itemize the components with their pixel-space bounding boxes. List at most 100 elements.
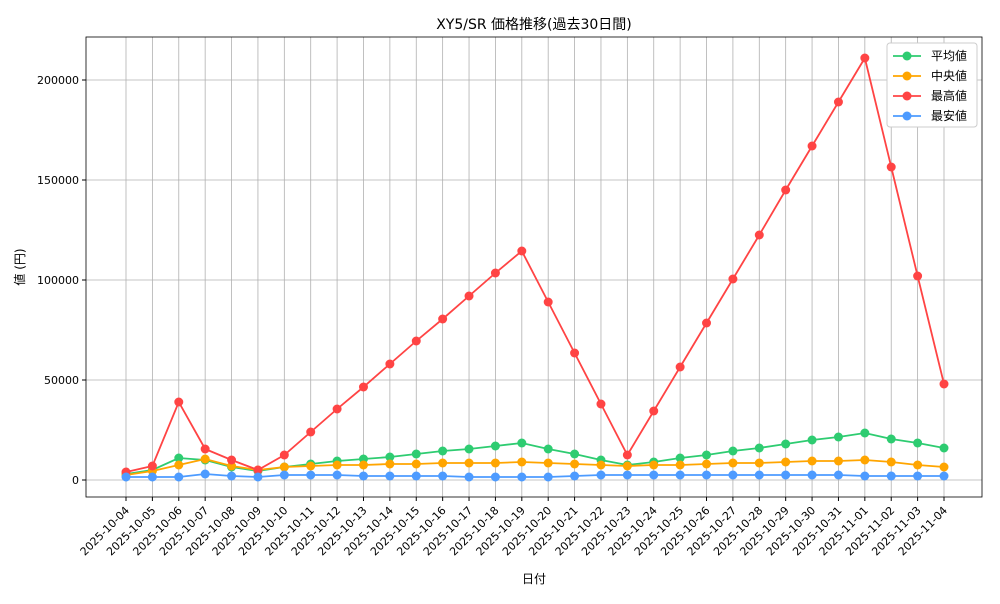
data-point (833, 97, 843, 107)
data-point (622, 450, 632, 460)
data-point (411, 459, 421, 469)
data-point (570, 471, 580, 481)
data-point (649, 470, 659, 480)
data-point (675, 460, 685, 470)
data-point (754, 230, 764, 240)
data-point (543, 458, 553, 468)
data-point (517, 246, 527, 256)
data-point (939, 462, 949, 472)
data-point (833, 456, 843, 466)
data-point (807, 470, 817, 480)
data-point (781, 470, 791, 480)
data-point (543, 297, 553, 307)
data-point (860, 471, 870, 481)
data-point (332, 470, 342, 480)
data-point (517, 438, 527, 448)
legend-marker (902, 71, 912, 81)
data-point (833, 432, 843, 442)
data-point (464, 291, 474, 301)
series-平均値 (121, 428, 949, 479)
data-point (807, 141, 817, 151)
data-point (781, 185, 791, 195)
data-point (147, 472, 157, 482)
legend-marker (902, 51, 912, 61)
data-point (490, 472, 500, 482)
data-point (860, 455, 870, 465)
plot-frame (85, 36, 983, 498)
data-point (174, 397, 184, 407)
data-point (332, 404, 342, 414)
data-point (279, 462, 289, 472)
data-point (358, 382, 368, 392)
data-point (464, 444, 474, 454)
data-point (728, 458, 738, 468)
data-point (490, 441, 500, 451)
legend-marker (902, 91, 912, 101)
data-point (543, 472, 553, 482)
data-point (754, 470, 764, 480)
data-point (860, 53, 870, 63)
data-point (702, 470, 712, 480)
data-point (464, 472, 474, 482)
data-point (385, 452, 395, 462)
data-point (570, 459, 580, 469)
data-point (649, 406, 659, 416)
y-tick-label: 50000 (44, 374, 79, 387)
y-axis-label: 値 (円) (12, 248, 27, 285)
data-point (807, 456, 817, 466)
data-point (860, 428, 870, 438)
data-point (200, 469, 210, 479)
data-point (543, 444, 553, 454)
data-point (570, 348, 580, 358)
data-point (833, 470, 843, 480)
data-point (174, 460, 184, 470)
data-point (411, 449, 421, 459)
data-point (596, 460, 606, 470)
data-point (939, 443, 949, 453)
data-point (702, 459, 712, 469)
data-point (675, 453, 685, 463)
data-point (702, 318, 712, 328)
data-point (253, 465, 263, 475)
data-point (385, 359, 395, 369)
legend-label: 平均値 (931, 48, 967, 63)
data-point (596, 399, 606, 409)
legend-marker (902, 111, 912, 121)
data-point (728, 446, 738, 456)
y-tick-label: 100000 (37, 274, 79, 287)
data-point (570, 449, 580, 459)
legend-label: 中央値 (931, 68, 967, 83)
data-point (253, 472, 263, 482)
data-point (121, 472, 131, 482)
data-point (754, 458, 764, 468)
data-point (358, 471, 368, 481)
data-point (147, 461, 157, 471)
data-point (279, 470, 289, 480)
series-最高値 (121, 53, 949, 477)
legend-label: 最安値 (931, 108, 967, 123)
data-point (807, 435, 817, 445)
data-point (622, 470, 632, 480)
data-point (781, 457, 791, 467)
y-tick-label: 150000 (37, 174, 79, 187)
data-point (438, 471, 448, 481)
data-point (411, 471, 421, 481)
data-point (174, 472, 184, 482)
data-point (490, 268, 500, 278)
data-point (306, 470, 316, 480)
y-tick-label: 0 (72, 474, 79, 487)
data-point (306, 427, 316, 437)
data-point (913, 471, 923, 481)
legend-box (886, 42, 978, 128)
data-point (411, 336, 421, 346)
data-point (358, 460, 368, 470)
data-point (913, 271, 923, 281)
data-point (781, 439, 791, 449)
data-point (728, 274, 738, 284)
series-line (126, 473, 944, 478)
data-point (939, 471, 949, 481)
data-point (728, 470, 738, 480)
data-point (490, 458, 500, 468)
